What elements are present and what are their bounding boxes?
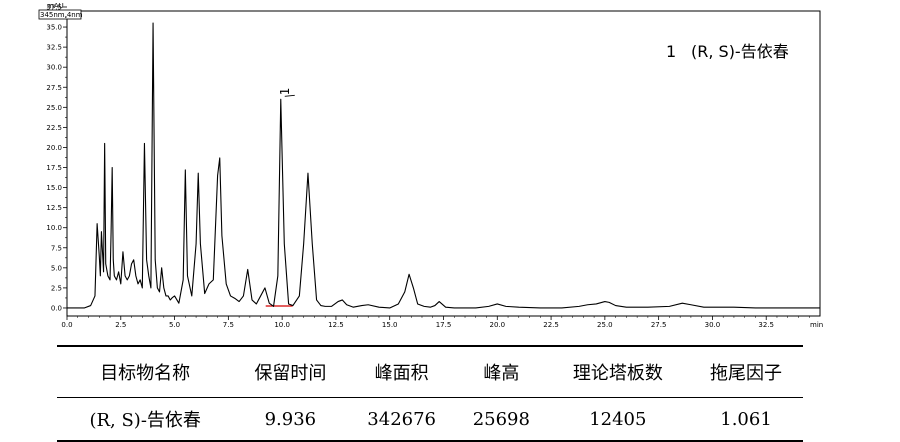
y-tick-label: 2.5 — [51, 284, 62, 292]
x-tick-label: 32.5 — [758, 321, 774, 329]
peak-annotations: 1 — [278, 88, 295, 97]
header-peak-height: 峰高 — [456, 345, 547, 398]
y-tick-label: 0.0 — [51, 304, 62, 312]
series-layer — [67, 22, 820, 309]
chromatogram-chart: mAU 345nm,4nm 0.02.55.07.510.012.515.017… — [38, 2, 823, 329]
header-theoretical-plates: 理论塔板数 — [546, 345, 690, 398]
cell-peak-height: 25698 — [456, 397, 547, 442]
x-tick-label: 2.5 — [115, 321, 126, 329]
table-row: (R, S)-告依春 9.936 342676 25698 12405 1.06… — [57, 397, 803, 442]
x-tick-label: 5.0 — [169, 321, 180, 329]
header-compound-name: 目标物名称 — [57, 345, 234, 398]
cell-theoretical-plates: 12405 — [546, 397, 690, 442]
y-unit-label: mAU — [47, 2, 64, 10]
y-tick-label: 27.5 — [46, 84, 62, 92]
cell-retention-time: 9.936 — [233, 397, 348, 442]
y-tick-label: 30.0 — [46, 64, 62, 72]
y-tick-label: 32.5 — [46, 44, 62, 52]
x-axis: 0.0 2.5 5.0 7.5 10.0 12.5 15.0 17.5 20.0 22.5 25.0… — [61, 316, 810, 329]
x-tick-label: 12.5 — [328, 321, 344, 329]
legend-peak-number: 1 — [666, 42, 676, 61]
x-tick-label: 22.5 — [543, 321, 559, 329]
x-tick-label: 15.0 — [382, 321, 398, 329]
detector-label: 345nm,4nm — [40, 11, 83, 19]
chromatogram-trace — [67, 22, 820, 309]
y-tick-label: 12.5 — [46, 204, 62, 212]
y-tick-label: 20.0 — [46, 144, 62, 152]
x-tick-label: 7.5 — [223, 321, 234, 329]
x-tick-label: 17.5 — [436, 321, 452, 329]
legend-compound-name: (R, S)-告依春 — [691, 42, 789, 61]
x-tick-label: 27.5 — [651, 321, 667, 329]
x-tick-label: 25.0 — [597, 321, 613, 329]
header-tailing-factor: 拖尾因子 — [689, 345, 803, 398]
detector-label-box: 345nm,4nm — [38, 9, 83, 20]
y-tick-label: 37.5 — [46, 3, 62, 11]
y-tick-label: 25.0 — [46, 104, 62, 112]
results-header-row: 目标物名称 保留时间 峰面积 峰高 理论塔板数 拖尾因子 — [57, 345, 803, 398]
x-unit-label: min — [810, 321, 823, 329]
legend: 1 (R, S)-告依春 — [666, 42, 789, 61]
y-tick-label: 10.0 — [46, 224, 62, 232]
x-tick-label: 20.0 — [489, 321, 505, 329]
y-tick-label: 35.0 — [46, 24, 62, 32]
x-tick-label: 10.0 — [274, 321, 290, 329]
y-tick-label: 22.5 — [46, 124, 62, 132]
y-tick-label: 7.5 — [51, 244, 62, 252]
x-tick-label: 0.0 — [61, 321, 72, 329]
y-tick-label: 17.5 — [46, 164, 62, 172]
cell-peak-area: 342676 — [347, 397, 457, 442]
y-tick-label: 15.0 — [46, 184, 62, 192]
x-tick-label: 30.0 — [705, 321, 721, 329]
cell-tailing-factor: 1.061 — [689, 397, 803, 442]
y-tick-label: 5.0 — [51, 264, 62, 272]
peak-label: 1 — [278, 88, 292, 96]
header-peak-area: 峰面积 — [347, 345, 457, 398]
y-axis: 0.0 2.5 5.0 7.5 10.0 12.5 15.0 17.5 20.0 22.5 25.0… — [46, 3, 67, 312]
cell-compound-name: (R, S)-告依春 — [57, 397, 234, 442]
peak-marker — [284, 94, 295, 97]
header-retention-time: 保留时间 — [233, 345, 348, 398]
results-table: 目标物名称 保留时间 峰面积 峰高 理论塔板数 拖尾因子 (R, S)-告依春 … — [57, 345, 803, 442]
